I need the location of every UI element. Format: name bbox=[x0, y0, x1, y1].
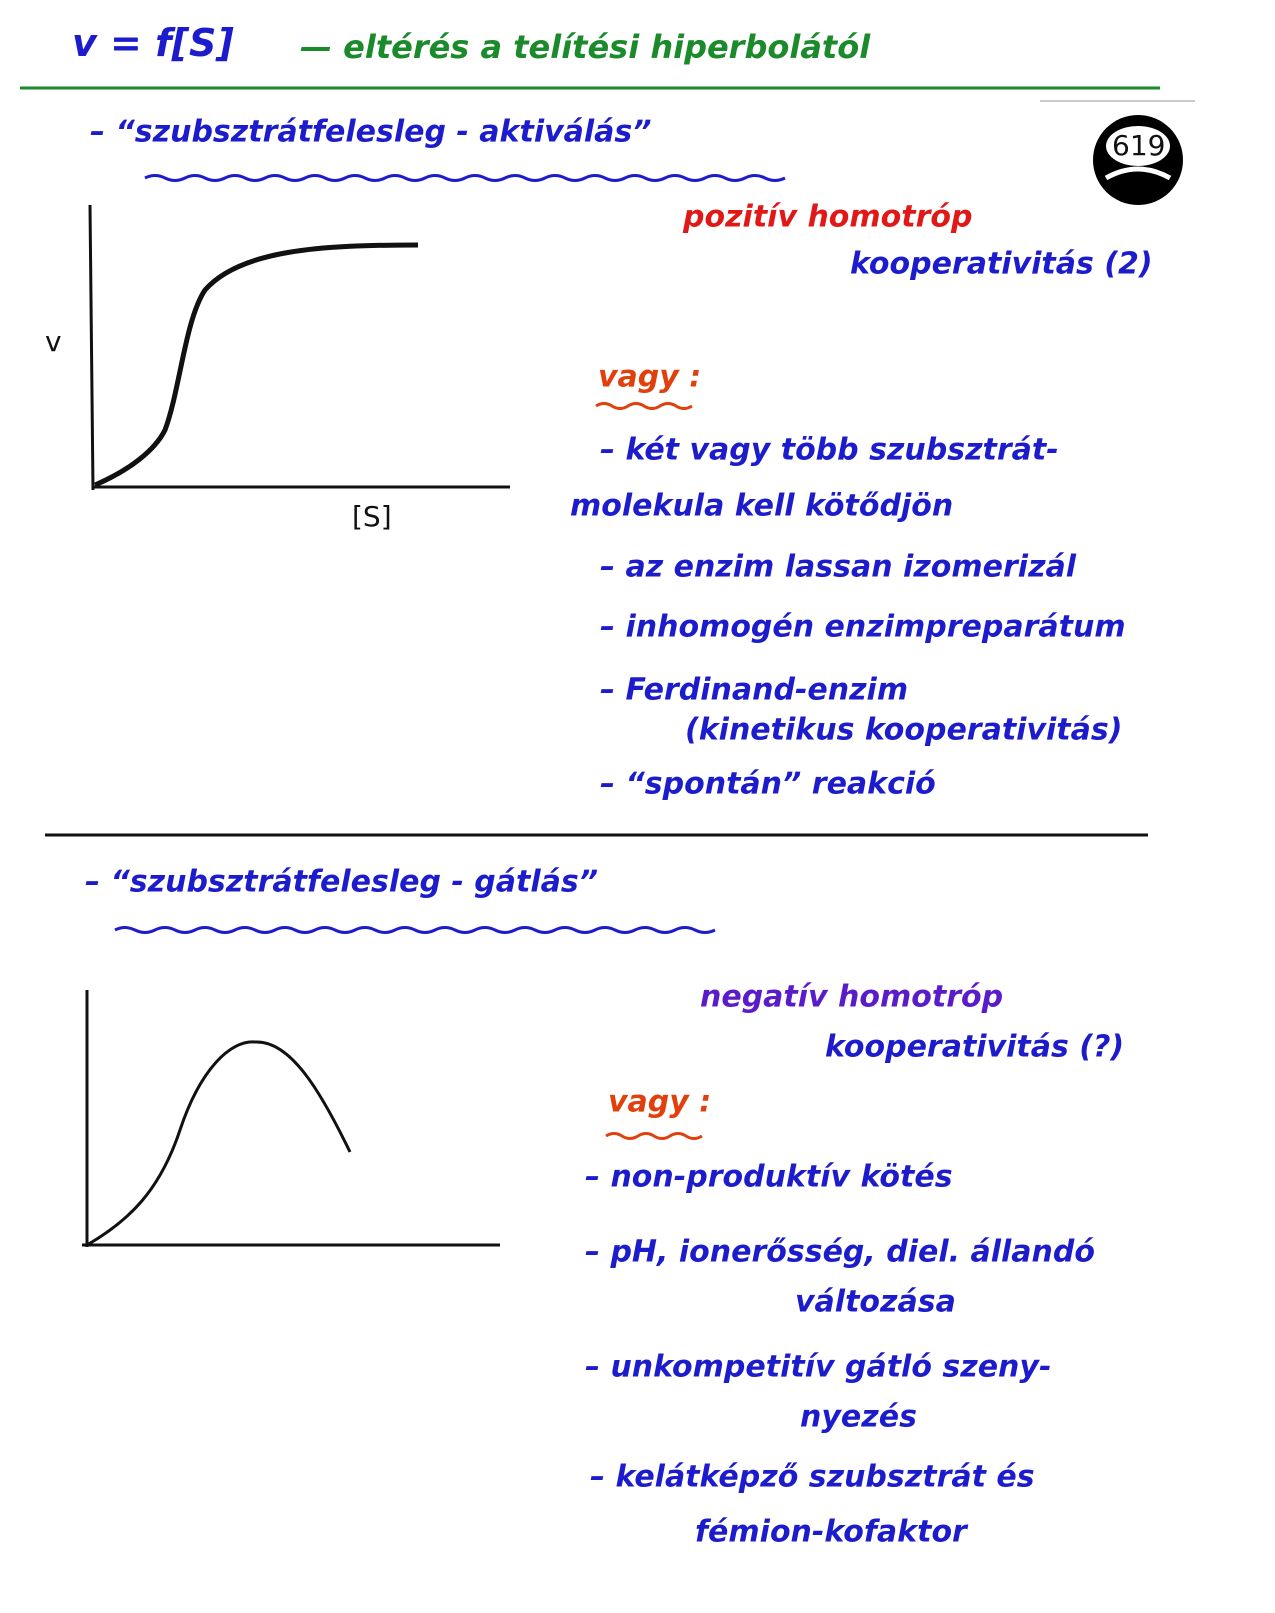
list-item: molekula kell kötődjön bbox=[570, 489, 953, 524]
list-item: (kinetikus kooperativitás) bbox=[685, 713, 1122, 748]
list-item: – “spontán” reakció bbox=[600, 767, 936, 802]
formula: v = f[S] bbox=[72, 21, 234, 65]
section-heading: – “szubsztrátfelesleg - aktiválás” bbox=[90, 115, 652, 150]
or-label: vagy : bbox=[598, 360, 701, 395]
type-label: pozitív homotróp bbox=[682, 200, 973, 235]
list-item: – kelátképző szubsztrát és bbox=[590, 1460, 1035, 1495]
page-number: 619 bbox=[1112, 129, 1165, 162]
sketch-chart bbox=[82, 990, 500, 1247]
list-item: – pH, ionerősség, diel. állandó bbox=[585, 1235, 1095, 1270]
axis-label: [S] bbox=[352, 500, 392, 533]
list-item: nyezés bbox=[800, 1400, 917, 1435]
list-item: fémion-kofaktor bbox=[695, 1515, 969, 1550]
type-label: kooperativitás (2) bbox=[850, 247, 1153, 282]
list-item: – két vagy több szubsztrát- bbox=[600, 433, 1059, 468]
underline bbox=[605, 1132, 703, 1140]
sketch-chart bbox=[88, 204, 510, 491]
list-item: – inhomogén enzimpreparátum bbox=[600, 610, 1126, 645]
list-item: – non-produktív kötés bbox=[585, 1160, 953, 1195]
section-heading: – “szubsztrátfelesleg - gátlás” bbox=[85, 865, 598, 900]
heading-underline bbox=[114, 926, 716, 934]
or-label: vagy : bbox=[608, 1085, 711, 1120]
list-item: – unkompetitív gátló szeny- bbox=[585, 1350, 1051, 1385]
list-item: változása bbox=[795, 1285, 956, 1320]
axis-label: v bbox=[45, 325, 62, 358]
page-badge bbox=[1093, 115, 1183, 205]
list-item: – Ferdinand-enzim bbox=[600, 673, 908, 708]
list-item: – az enzim lassan izomerizál bbox=[600, 550, 1077, 585]
underline bbox=[595, 402, 693, 410]
type-label: negatív homotróp bbox=[700, 980, 1003, 1015]
heading-underline bbox=[144, 174, 786, 182]
type-label: kooperativitás (?) bbox=[825, 1030, 1124, 1065]
title: — eltérés a telítési hiperbolától bbox=[300, 28, 871, 66]
